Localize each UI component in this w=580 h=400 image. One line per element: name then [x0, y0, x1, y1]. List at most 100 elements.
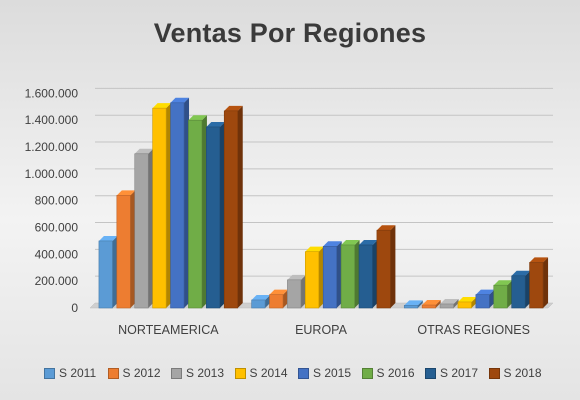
- bar-top: [305, 246, 324, 252]
- bar-side: [507, 280, 513, 308]
- legend-label: S 2018: [503, 366, 542, 380]
- bar-s-2011-norteamerica: [98, 240, 113, 309]
- bar-side: [112, 235, 118, 308]
- bar-top: [152, 103, 172, 109]
- bar-top: [529, 257, 549, 263]
- bar-s-2013-norteamerica: [134, 153, 149, 309]
- bar-s-2018-europa: [376, 229, 391, 309]
- bar-s-2018-norteamerica: [223, 110, 239, 309]
- bar-side: [417, 300, 423, 308]
- bar-s-2017-norteamerica: [206, 126, 221, 309]
- bar-side: [489, 289, 495, 308]
- bar-s-2016-norteamerica: [188, 119, 203, 309]
- bar-side: [265, 294, 271, 308]
- bar-side: [318, 246, 324, 308]
- bar-side: [372, 239, 378, 308]
- legend-label: S 2015: [313, 366, 352, 380]
- legend-label: S 2011: [59, 366, 97, 380]
- bar-s-2016-europa: [340, 244, 355, 309]
- legend-swatch: [488, 367, 500, 379]
- y-tick-label: 400.000: [35, 247, 79, 261]
- bar-side: [336, 241, 342, 308]
- legend-swatch: [44, 367, 55, 379]
- bar-top: [269, 289, 288, 295]
- legend-label: S 2016: [376, 366, 415, 380]
- bar-top: [422, 300, 441, 306]
- bar-top: [457, 296, 477, 302]
- bar-top: [493, 280, 513, 286]
- bar-side: [435, 300, 441, 308]
- legend-item: S 2017: [425, 362, 478, 384]
- bar-s-2015-otras-regiones: [475, 294, 490, 309]
- bar-s-2011-europa: [251, 299, 266, 309]
- bar-s-2014-europa: [304, 251, 320, 309]
- bar-top: [170, 97, 190, 103]
- y-tick-label: 1.000.000: [25, 167, 79, 181]
- legend-swatch: [361, 367, 373, 379]
- bar-side: [130, 190, 136, 308]
- legend: S 2011 S 2012 S 2013 S 2014 S 2015 S 2016 S 20…: [0, 362, 580, 384]
- legend-swatch: [425, 367, 436, 379]
- legend-label: S 2017: [440, 366, 479, 380]
- legend-swatch: [234, 367, 246, 379]
- y-tick-label: 1.200.000: [25, 140, 79, 154]
- legend-item: S 2013: [171, 362, 224, 384]
- legend-swatch: [107, 367, 119, 379]
- bar-top: [224, 105, 243, 111]
- bar-s-2012-europa: [269, 294, 284, 309]
- bar-side: [354, 239, 360, 308]
- y-tick-label: 600.000: [35, 221, 79, 235]
- bar-top: [251, 294, 271, 300]
- y-tick-label: 1.600.000: [25, 86, 79, 100]
- legend-label: S 2013: [186, 366, 225, 380]
- y-tick-label: 0: [71, 301, 78, 315]
- x-category-label: OTRAS REGIONES: [417, 323, 530, 337]
- bar-side: [300, 274, 306, 308]
- legend-item: S 2011: [44, 362, 96, 384]
- bar-top: [206, 121, 225, 127]
- bar-side: [543, 257, 549, 308]
- legend-swatch: [171, 367, 182, 379]
- y-tick-label: 200.000: [35, 274, 79, 288]
- legend-swatch: [298, 367, 309, 379]
- bar-side: [525, 270, 531, 308]
- bar-s-2013-europa: [287, 279, 302, 309]
- legend-item: S 2015: [298, 362, 351, 384]
- bar-s-2017-otras-regiones: [511, 275, 526, 309]
- bar-top: [376, 225, 396, 231]
- bar-s-2013-otras-regiones: [439, 303, 454, 309]
- legend-label: S 2014: [249, 366, 288, 380]
- bar-top: [134, 148, 154, 154]
- bar-s-2011-otras-regiones: [403, 305, 419, 309]
- bar-s-2012-norteamerica: [116, 195, 131, 309]
- bar-top: [323, 241, 342, 247]
- bar-s-2015-europa: [322, 246, 338, 309]
- bar-s-2015-norteamerica: [170, 102, 185, 309]
- bar-side: [471, 296, 477, 308]
- bar-side: [453, 298, 459, 308]
- legend-item: S 2014: [234, 362, 288, 384]
- x-category-label: EUROPA: [295, 323, 348, 337]
- bar-side: [148, 148, 154, 308]
- bar-top: [116, 190, 136, 196]
- bar-s-2017-europa: [358, 244, 373, 309]
- bar-top: [404, 300, 423, 306]
- bar-top: [287, 274, 306, 280]
- y-tick-label: 800.000: [35, 194, 79, 208]
- legend-item: S 2012: [107, 362, 161, 384]
- bar-side: [283, 289, 288, 308]
- bar-s-2012-otras-regiones: [421, 304, 436, 309]
- bar-top: [359, 239, 378, 245]
- bar-top: [511, 270, 531, 276]
- bar-top: [475, 289, 495, 295]
- bar-s-2014-otras-regiones: [457, 301, 472, 309]
- bar-s-2016-otras-regiones: [493, 284, 508, 309]
- legend-item: S 2016: [361, 362, 415, 384]
- bar-side: [184, 97, 190, 308]
- bar-top: [440, 298, 459, 304]
- bar-top: [98, 235, 118, 241]
- bar-top: [341, 239, 360, 245]
- y-tick-label: 1.400.000: [25, 113, 79, 127]
